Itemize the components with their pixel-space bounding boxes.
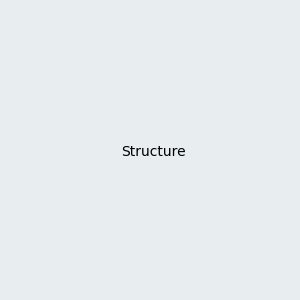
Text: Structure: Structure [122, 145, 186, 158]
